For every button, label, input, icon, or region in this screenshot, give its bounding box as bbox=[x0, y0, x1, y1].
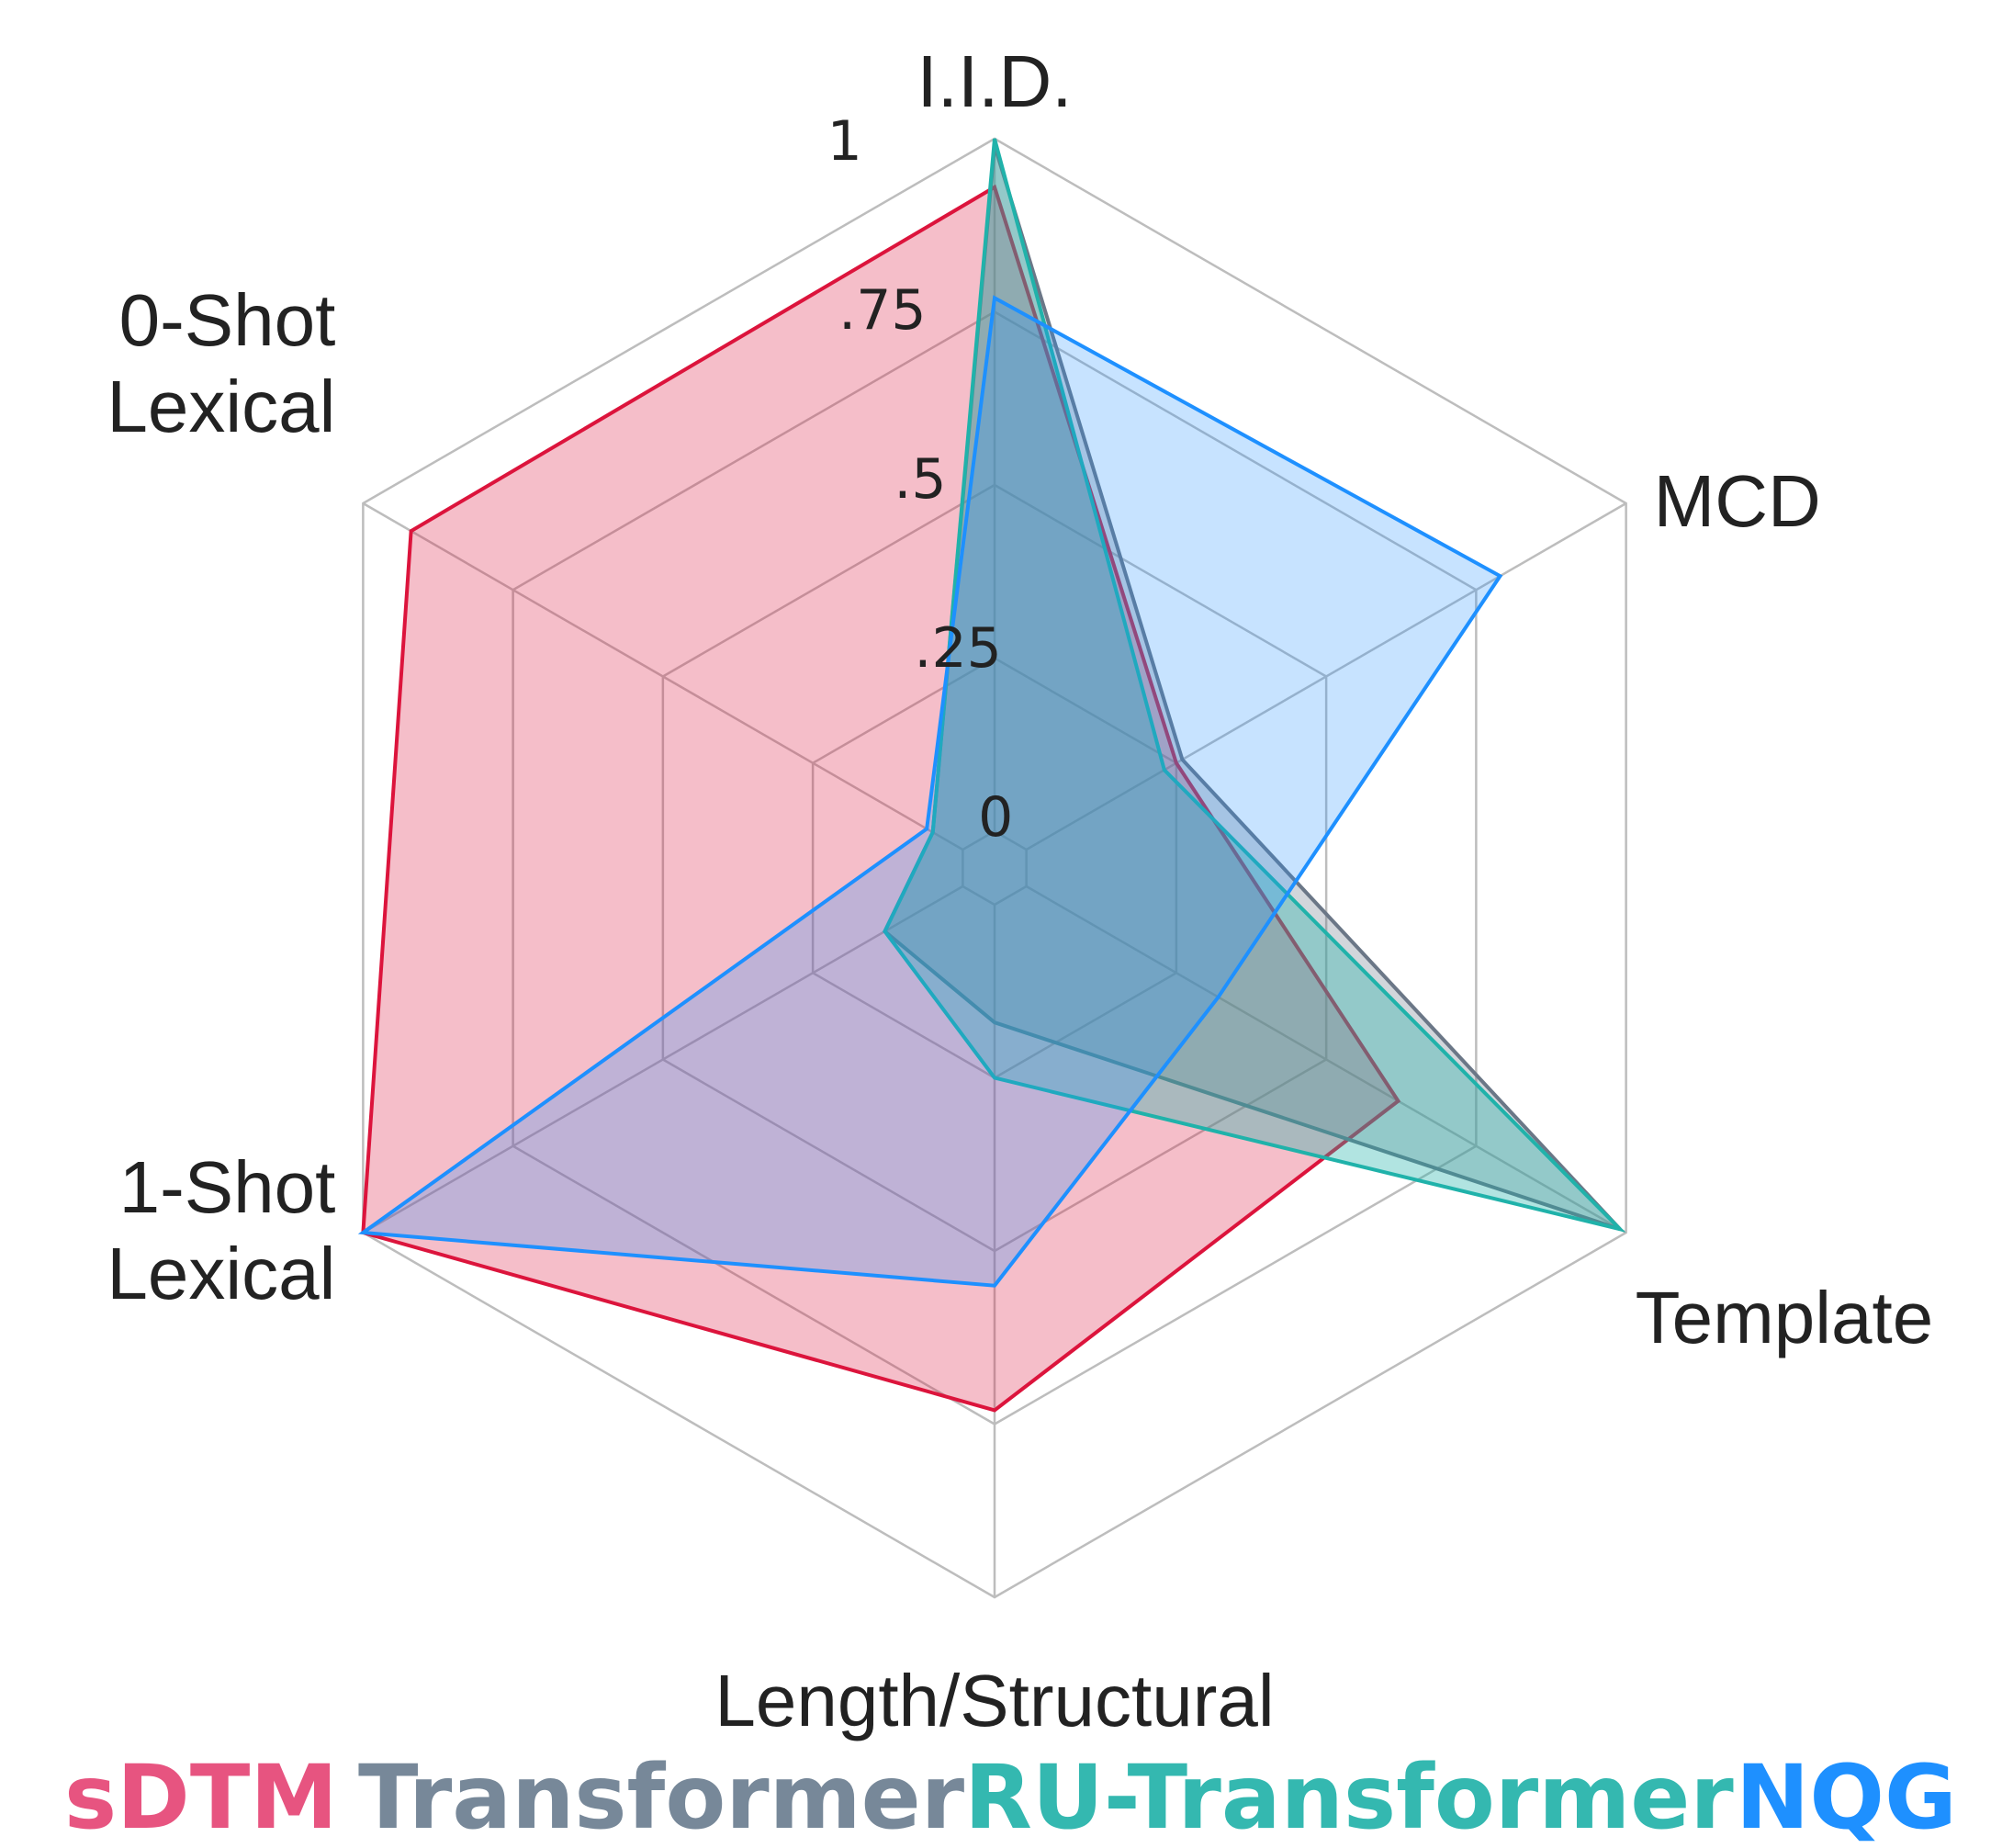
tick-label: .75 bbox=[838, 278, 926, 343]
axis-spoke-5 bbox=[362, 501, 963, 851]
axis-spoke-2 bbox=[1026, 885, 1627, 1234]
series-layer bbox=[357, 138, 1626, 1413]
axis-label: MCD bbox=[1654, 460, 1821, 542]
axis-label: Lexical bbox=[107, 1233, 335, 1314]
axis-spoke-1 bbox=[1026, 501, 1627, 851]
axis-labels: I.I.D. MCD Template Length/Structural 1-Shot… bbox=[107, 40, 1933, 1741]
series-nqg bbox=[357, 295, 1503, 1288]
tick-label: .5 bbox=[894, 447, 946, 512]
axis-label: 0-Shot bbox=[119, 279, 336, 361]
tick-label: 0 bbox=[978, 785, 1013, 850]
series-sdtm bbox=[361, 184, 1401, 1413]
legend-entry: RU-Transformer bbox=[964, 1746, 1734, 1848]
axis-label: I.I.D. bbox=[917, 40, 1073, 122]
legend-entry: sDTM bbox=[64, 1746, 338, 1848]
legend: sDTM Transformer RU-Transformer NQG bbox=[64, 1746, 1957, 1848]
tick-labels: 0 .25 .5 .75 1 bbox=[827, 109, 1014, 850]
legend-entry: NQG bbox=[1736, 1746, 1957, 1848]
axis-label: Lexical bbox=[107, 366, 335, 447]
axis-label: Template bbox=[1636, 1277, 1934, 1358]
axis-spoke-4 bbox=[362, 885, 963, 1234]
tick-label: 1 bbox=[827, 109, 862, 174]
axis-label: 1-Shot bbox=[119, 1146, 336, 1228]
tick-label: .25 bbox=[914, 616, 1001, 681]
grid bbox=[362, 137, 1627, 1599]
series-ru-transformer bbox=[883, 138, 1626, 1233]
legend-entry: Transformer bbox=[358, 1746, 965, 1848]
axis-label: Length/Structural bbox=[714, 1660, 1274, 1741]
